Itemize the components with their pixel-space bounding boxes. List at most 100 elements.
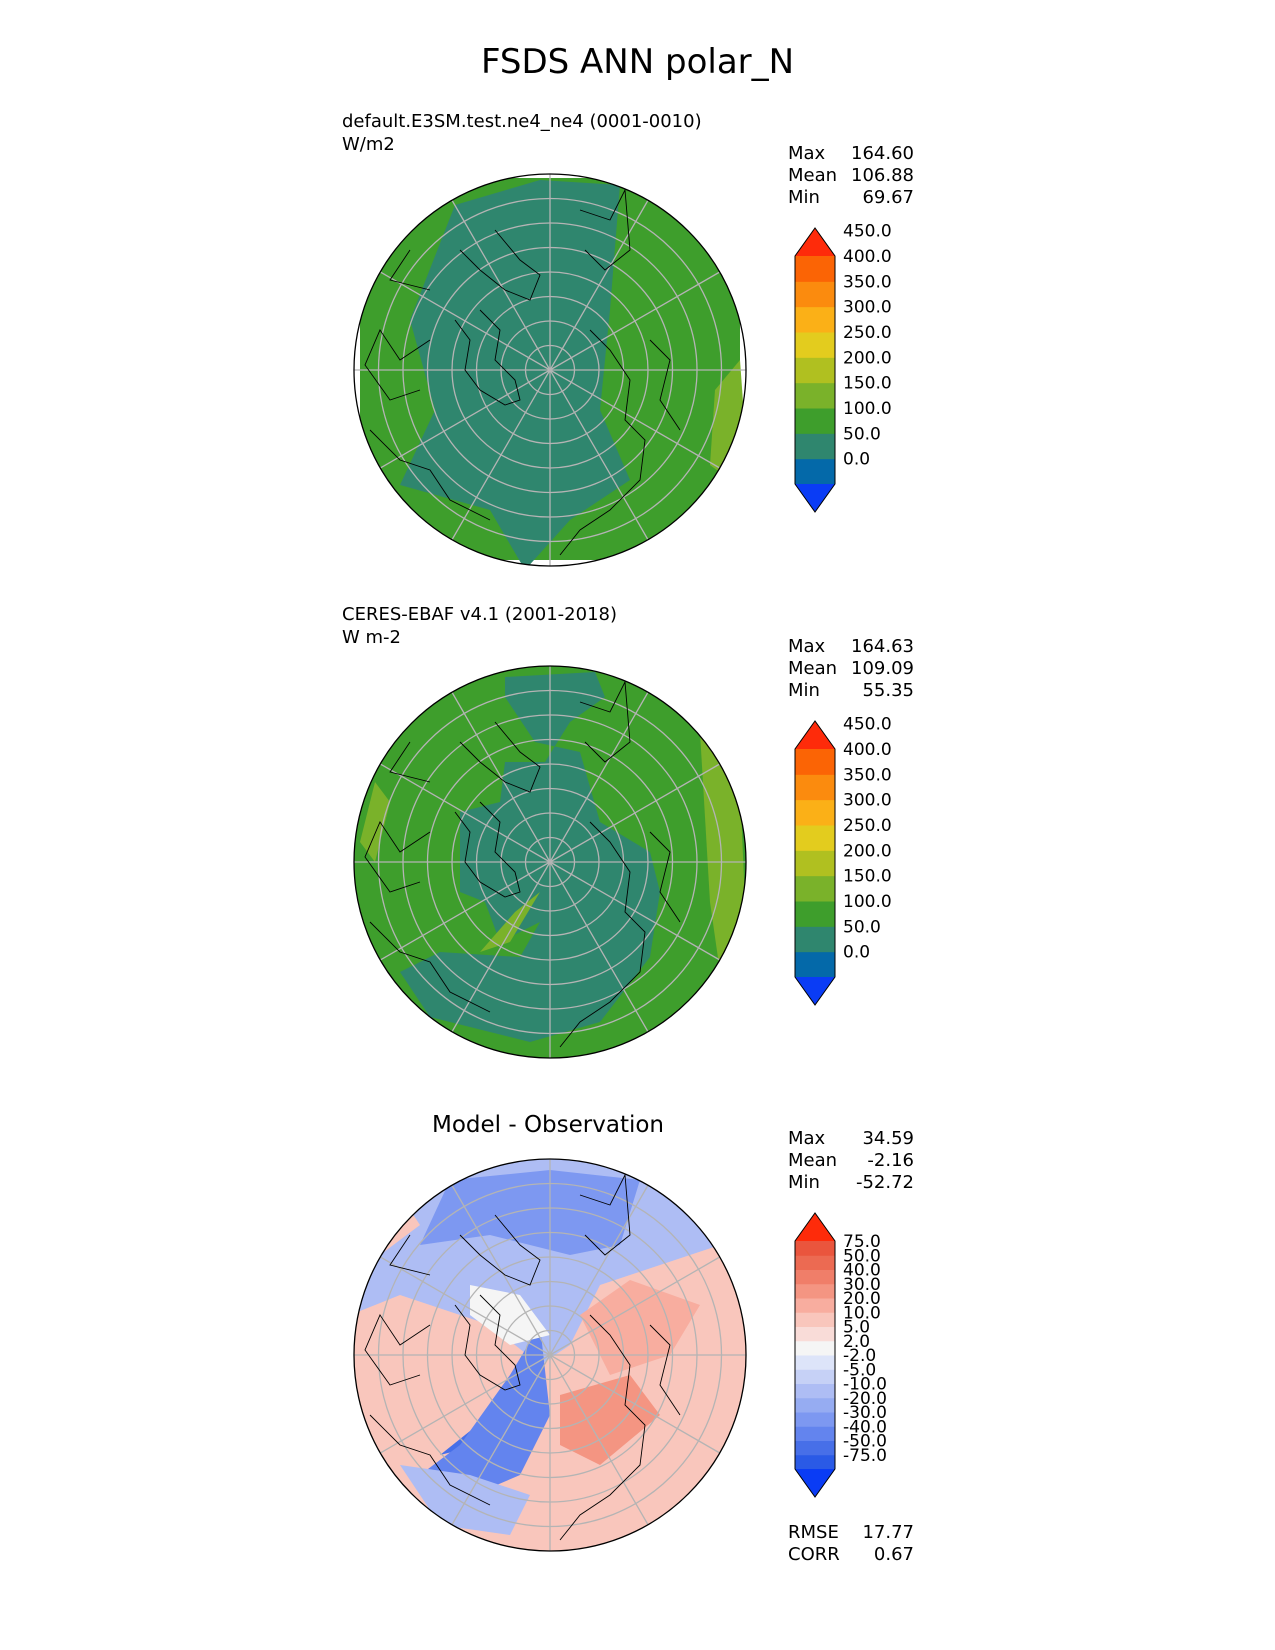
colorbar-tick-label: 100.0 <box>843 399 892 419</box>
coastline <box>454 801 521 898</box>
meridian-line <box>451 1184 551 1356</box>
field-150-200-west <box>360 782 390 862</box>
stat-mean-label: Mean <box>788 658 838 679</box>
coastline <box>454 1294 521 1391</box>
stat-min-label: Min <box>788 680 820 701</box>
field-20-30 <box>560 1375 660 1465</box>
stat-min-value: 55.35 <box>862 680 914 701</box>
colorbar-swatch <box>795 1269 835 1285</box>
stat-min-row: Min -52.72 <box>788 1172 914 1194</box>
meridian-line <box>379 1256 551 1356</box>
colorbar-swatch <box>795 901 835 927</box>
colorbar-swatch <box>795 1383 835 1399</box>
panel-3-stats: Max 34.59 Mean -2.16 Min -52.72 <box>788 1128 914 1194</box>
colorbar-extend-bottom <box>795 977 835 1005</box>
stat-min-row: Min 69.67 <box>788 187 914 209</box>
panel-1-units: W/m2 <box>342 134 395 155</box>
colorbar-tick-label: 30.0 <box>843 1275 881 1295</box>
metric-rmse-label: RMSE <box>788 1522 839 1543</box>
map-graticule <box>354 1159 746 1551</box>
colorbar-tick-label: -20.0 <box>843 1389 887 1409</box>
meridian-line <box>379 763 551 863</box>
meridian-line <box>549 199 649 371</box>
stat-max-value: 164.63 <box>851 636 914 657</box>
stat-max-row: Max 164.63 <box>788 636 914 658</box>
coastline <box>389 249 431 291</box>
coastline <box>459 721 541 793</box>
coastline <box>459 1214 541 1286</box>
stat-mean-label: Mean <box>788 165 838 186</box>
meridian-line <box>549 369 721 469</box>
colorbar-outline <box>794 720 836 1006</box>
colorbar-swatch <box>795 774 835 801</box>
stat-max-label: Max <box>788 636 826 657</box>
colorbar-tick-label: 350.0 <box>843 765 892 785</box>
coastline <box>579 680 631 763</box>
colorbar-swatch <box>795 1454 835 1470</box>
meridian-line <box>549 1354 721 1454</box>
colorbar-tick-label: 50.0 <box>843 1246 881 1266</box>
colorbar-tick-label: -75.0 <box>843 1446 887 1466</box>
colorbar-tick-label: -5.0 <box>843 1360 876 1380</box>
colorbar-swatch <box>795 433 835 460</box>
colorbar-extend-bottom <box>795 484 835 512</box>
colorbar-swatch <box>795 1255 835 1270</box>
map-coastlines <box>364 680 681 1048</box>
stat-max-label: Max <box>788 1128 826 1149</box>
colorbar-swatch <box>795 1412 835 1427</box>
field-10-20 <box>580 1280 700 1375</box>
stat-min-row: Min 55.35 <box>788 680 914 702</box>
colorbar-tick-label: 75.0 <box>843 1232 881 1252</box>
field-50-100 <box>400 180 630 566</box>
map-frame <box>353 173 747 567</box>
map-coastlines <box>364 188 681 556</box>
stat-max-row: Max 34.59 <box>788 1128 914 1150</box>
colorbar-tick-label: 450.0 <box>843 222 892 242</box>
colorbar-tick-label: 300.0 <box>843 791 892 811</box>
coastline <box>364 1314 431 1386</box>
colorbar-extend-top <box>795 228 835 256</box>
coastline <box>579 1173 631 1256</box>
panel-3-polar-map <box>353 1158 747 1552</box>
coastline <box>649 339 681 431</box>
colorbar-tick-label: 400.0 <box>843 247 892 267</box>
stat-max-label: Max <box>788 143 826 164</box>
meridian-line <box>549 369 649 541</box>
colorbar-swatch <box>795 382 835 409</box>
panel-3-metrics: RMSE 17.77 CORR 0.67 <box>788 1522 914 1566</box>
map-graticule <box>354 666 746 1058</box>
figure-title: FSDS ANN polar_N <box>480 42 795 82</box>
colorbar-tick-label: 5.0 <box>843 1318 870 1338</box>
colorbar-swatch <box>795 281 835 308</box>
colorbar-tick-label: 200.0 <box>843 841 892 861</box>
meridian-line <box>379 861 551 961</box>
metric-rmse-value: 17.77 <box>862 1522 914 1543</box>
colorbar-swatch <box>795 306 835 333</box>
field-5-10-west <box>354 1315 440 1415</box>
colorbar-tick-label: 50.0 <box>843 917 881 937</box>
colorbar-swatch <box>795 1369 835 1384</box>
field-near-zero <box>470 1285 550 1345</box>
meridian-line <box>549 861 649 1033</box>
colorbar-swatch <box>795 1440 835 1456</box>
map-frame <box>353 665 747 1059</box>
colorbar-swatch <box>795 357 835 384</box>
meridian-line <box>379 271 551 371</box>
colorbar-extend-top <box>795 1213 835 1241</box>
meridian-line <box>549 271 721 371</box>
colorbar-swatch <box>795 1298 835 1313</box>
metric-corr-row: CORR 0.67 <box>788 1544 914 1566</box>
colorbar-tick-label: -10.0 <box>843 1375 887 1395</box>
stat-max-row: Max 164.60 <box>788 143 914 165</box>
colorbar-outline <box>794 227 836 513</box>
metric-corr-value: 0.67 <box>873 1544 914 1565</box>
field-150-200-center <box>480 892 540 952</box>
colorbar-tick-label: 50.0 <box>843 424 881 444</box>
colorbar-tick-label: 450.0 <box>843 715 892 735</box>
coastline <box>559 1314 646 1541</box>
coastline <box>459 229 541 301</box>
stat-mean-row: Mean -2.16 <box>788 1150 914 1172</box>
panel-3-title: Model - Observation <box>431 1112 665 1138</box>
colorbar-swatch <box>795 951 835 978</box>
panel-2-units: W m-2 <box>342 627 402 648</box>
